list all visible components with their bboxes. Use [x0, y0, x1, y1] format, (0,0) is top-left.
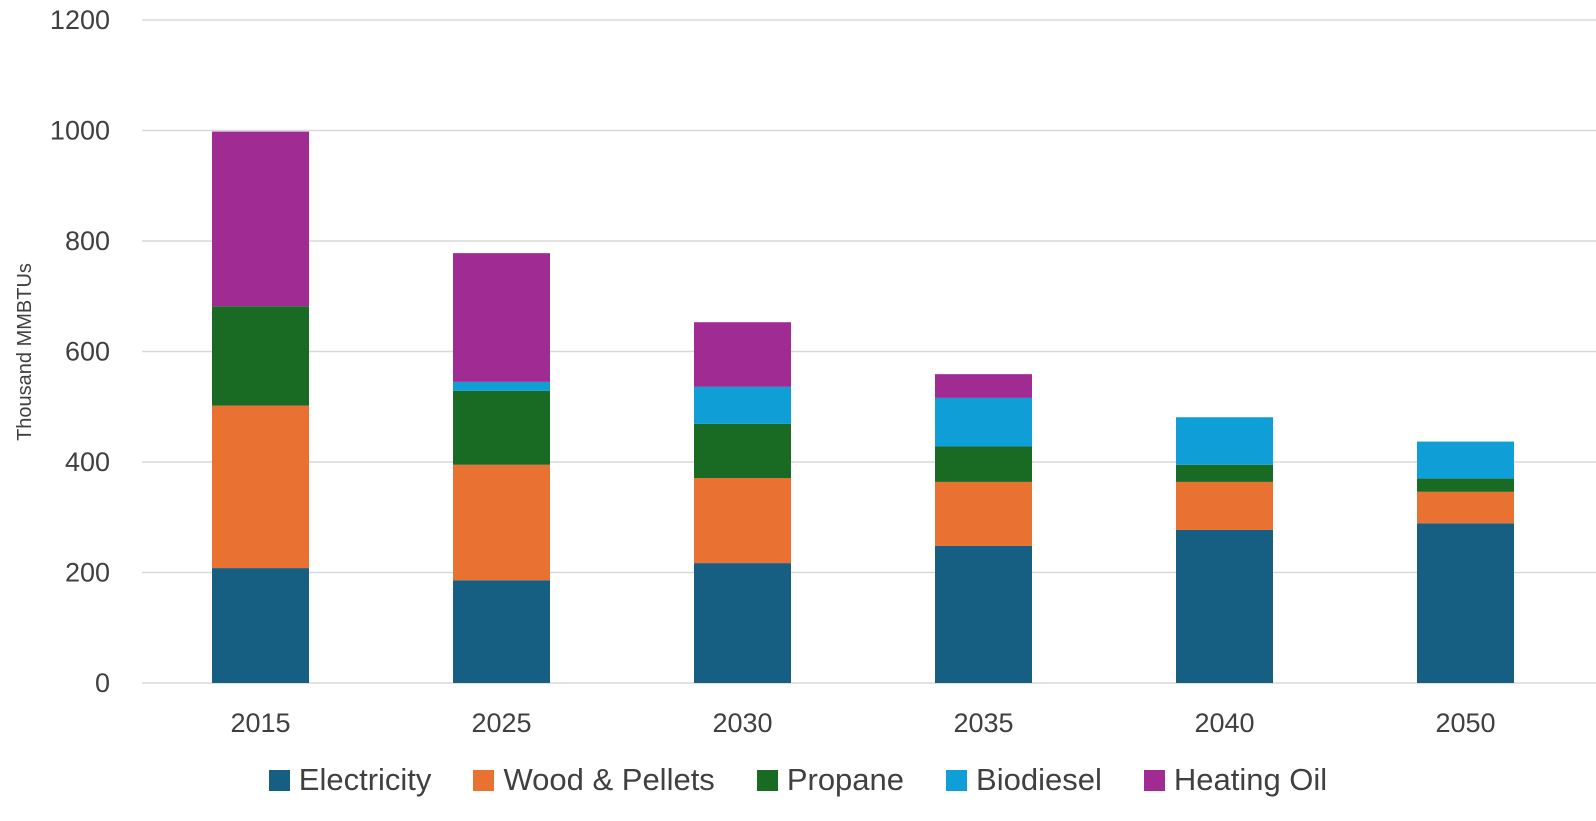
legend: Electricity Wood & Pellets Propane Biodiese… [0, 762, 1596, 798]
bar-segment-biodiesel-2040 [1176, 417, 1273, 465]
y-tick-label: 1000 [50, 116, 110, 146]
legend-label: Heating Oil [1173, 762, 1328, 797]
y-tick-label: 1200 [50, 5, 110, 35]
bar-segment-propane-2050 [1417, 478, 1514, 492]
bar-segment-heating-oil-2035 [935, 374, 1032, 398]
bar-segment-wood-pellets-2015 [212, 405, 309, 569]
legend-swatch [946, 769, 968, 791]
legend-item: Wood & Pellets [473, 762, 715, 798]
y-tick-label: 600 [65, 337, 110, 367]
bar-segment-heating-oil-2030 [694, 322, 791, 387]
legend-label: Wood & Pellets [503, 762, 715, 797]
bar-segment-electricity-2050 [1417, 523, 1514, 683]
x-axis-tick-labels: 2015 2025 2030 2035 2040 2050 [230, 708, 1495, 738]
bar-segment-propane-2030 [694, 423, 791, 479]
bar-segment-electricity-2035 [935, 545, 1032, 683]
legend-label: Electricity [298, 762, 432, 797]
legend-swatch [1143, 769, 1165, 791]
bar-segment-propane-2035 [935, 446, 1032, 482]
legend-item: Electricity [268, 762, 432, 798]
legend-label: Biodiesel [976, 762, 1102, 797]
legend-swatch [756, 769, 778, 791]
bar-segment-propane-2015 [212, 306, 309, 406]
y-axis-tick-labels: 0 200 400 600 800 1000 1200 [50, 5, 110, 698]
x-tick-label: 2035 [953, 708, 1013, 738]
bar-segment-biodiesel-2025 [453, 381, 550, 391]
bar-segment-wood-pellets-2050 [1417, 491, 1514, 524]
legend-item: Heating Oil [1143, 762, 1328, 798]
legend-label: Propane [786, 762, 905, 797]
bars [212, 131, 1514, 683]
x-tick-label: 2040 [1194, 708, 1254, 738]
bar-segment-wood-pellets-2035 [935, 481, 1032, 546]
legend-item: Biodiesel [946, 762, 1102, 798]
bar-segment-electricity-2040 [1176, 529, 1273, 683]
bar-segment-biodiesel-2050 [1417, 441, 1514, 479]
y-tick-label: 0 [95, 668, 110, 698]
bar-segment-electricity-2030 [694, 563, 791, 683]
bar-segment-biodiesel-2030 [694, 386, 791, 424]
gridlines [142, 19, 1596, 684]
y-tick-label: 400 [65, 447, 110, 477]
bar-segment-propane-2025 [453, 390, 550, 465]
bar-segment-wood-pellets-2030 [694, 478, 791, 564]
legend-swatch [473, 769, 495, 791]
bar-segment-biodiesel-2035 [935, 397, 1032, 447]
x-tick-label: 2050 [1435, 708, 1495, 738]
legend-swatch [268, 769, 290, 791]
x-tick-label: 2015 [230, 708, 290, 738]
y-axis-title: Thousand MMBTUs [14, 263, 36, 441]
bar-segment-heating-oil-2015 [212, 131, 309, 307]
bar-segment-electricity-2025 [453, 580, 550, 683]
bar-segment-wood-pellets-2025 [453, 464, 550, 581]
bar-segment-heating-oil-2025 [453, 253, 550, 382]
x-tick-label: 2025 [471, 708, 531, 738]
x-tick-label: 2030 [712, 708, 772, 738]
y-tick-label: 200 [65, 558, 110, 588]
legend-item: Propane [756, 762, 905, 798]
bar-segment-electricity-2015 [212, 568, 309, 683]
bar-segment-propane-2040 [1176, 464, 1273, 482]
bar-segment-wood-pellets-2040 [1176, 481, 1273, 530]
y-tick-label: 800 [65, 226, 110, 256]
